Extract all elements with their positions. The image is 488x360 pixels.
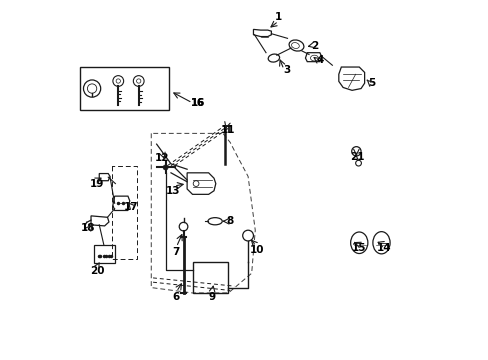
Circle shape bbox=[136, 79, 141, 83]
Text: 20: 20 bbox=[90, 266, 104, 276]
Text: 5: 5 bbox=[367, 78, 375, 88]
Text: 3: 3 bbox=[282, 64, 289, 75]
Bar bbox=[192, 262, 228, 293]
Text: 17: 17 bbox=[124, 202, 139, 212]
Text: 9: 9 bbox=[208, 292, 215, 302]
Bar bbox=[94, 245, 115, 263]
Text: 21: 21 bbox=[349, 152, 364, 162]
Text: 18: 18 bbox=[81, 224, 96, 233]
Text: 11: 11 bbox=[221, 125, 235, 135]
Bar bbox=[80, 67, 169, 110]
Text: 10: 10 bbox=[249, 245, 264, 255]
Text: 6: 6 bbox=[172, 292, 180, 302]
Text: 8: 8 bbox=[226, 216, 233, 226]
Text: 16: 16 bbox=[190, 98, 204, 108]
Text: 14: 14 bbox=[376, 243, 391, 253]
Circle shape bbox=[116, 79, 120, 83]
Text: 2: 2 bbox=[310, 41, 317, 50]
Text: 1: 1 bbox=[274, 12, 282, 22]
Text: 13: 13 bbox=[165, 186, 180, 196]
Text: 12: 12 bbox=[155, 153, 169, 163]
Text: 7: 7 bbox=[172, 247, 180, 257]
Text: 16: 16 bbox=[191, 98, 204, 108]
Text: 4: 4 bbox=[315, 55, 323, 65]
Text: 19: 19 bbox=[90, 179, 104, 189]
Circle shape bbox=[163, 165, 168, 170]
Text: 15: 15 bbox=[351, 243, 366, 253]
